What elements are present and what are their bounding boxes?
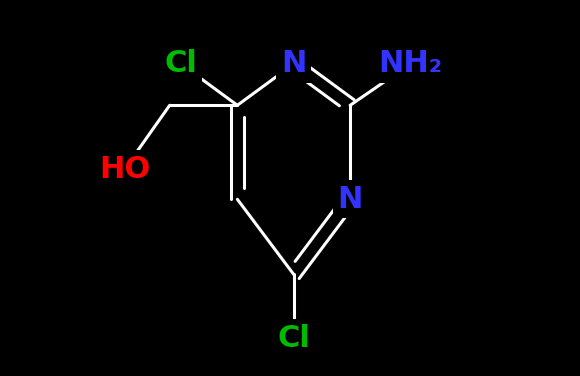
Text: N: N — [281, 49, 306, 79]
Text: Cl: Cl — [165, 49, 197, 79]
Text: Cl: Cl — [277, 324, 310, 353]
Text: NH₂: NH₂ — [378, 49, 443, 79]
Text: N: N — [338, 185, 363, 214]
Text: HO: HO — [99, 155, 150, 184]
